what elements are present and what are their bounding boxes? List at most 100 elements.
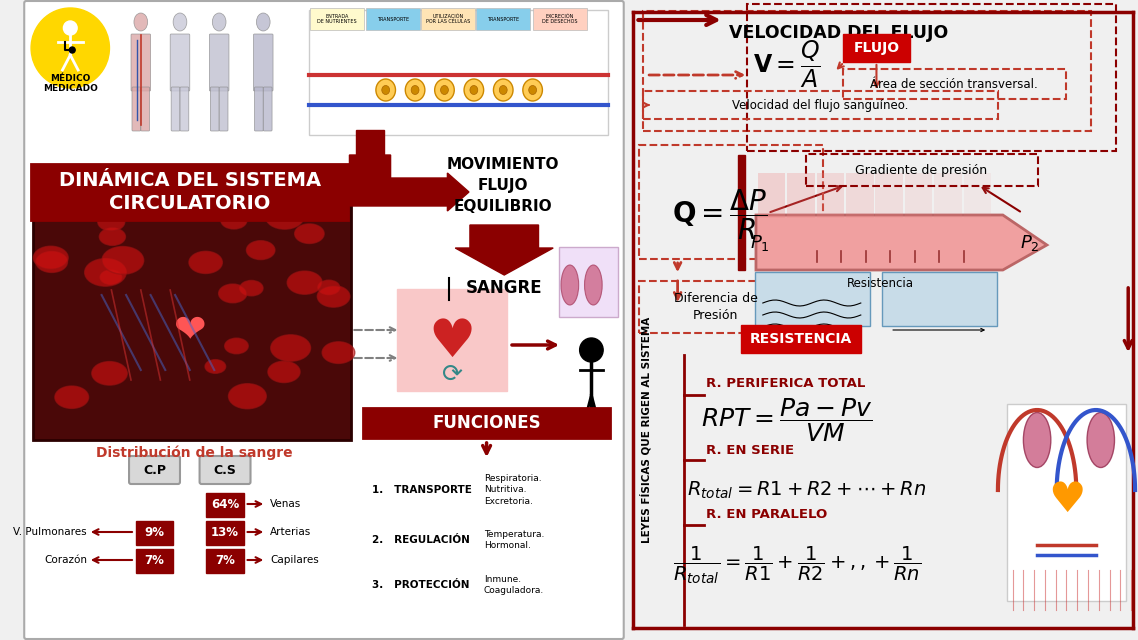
Text: ❤: ❤ [173,311,206,349]
Ellipse shape [134,13,148,31]
Text: Capilares: Capilares [270,555,319,565]
Text: ⟳: ⟳ [442,363,463,387]
FancyArrow shape [349,173,469,211]
Text: Inmune.
Coaguladora.: Inmune. Coaguladora. [484,575,544,595]
FancyBboxPatch shape [171,34,190,91]
FancyBboxPatch shape [255,87,263,131]
Ellipse shape [440,86,448,95]
FancyBboxPatch shape [206,493,244,517]
Text: R. EN SERIE: R. EN SERIE [706,444,794,456]
FancyArrow shape [345,155,396,205]
FancyBboxPatch shape [141,87,149,131]
Ellipse shape [247,241,275,260]
FancyBboxPatch shape [754,272,869,326]
FancyBboxPatch shape [843,34,909,62]
Text: FUNCIONES: FUNCIONES [432,414,541,432]
FancyBboxPatch shape [846,173,874,218]
FancyBboxPatch shape [129,456,180,484]
Text: R. EN PARALELO: R. EN PARALELO [706,509,827,522]
FancyBboxPatch shape [882,272,997,326]
Text: DINÁMICA DEL SISTEMA
CIRCULATORIO: DINÁMICA DEL SISTEMA CIRCULATORIO [59,171,321,213]
FancyBboxPatch shape [310,10,608,135]
Text: 1.   TRANSPORTE: 1. TRANSPORTE [372,485,472,495]
FancyBboxPatch shape [397,289,508,391]
FancyBboxPatch shape [421,8,475,30]
Text: R. PERIFERICA TOTAL: R. PERIFERICA TOTAL [706,376,865,390]
Ellipse shape [265,204,304,229]
FancyBboxPatch shape [905,173,932,218]
Ellipse shape [173,13,187,31]
Ellipse shape [522,79,543,101]
Text: Venas: Venas [270,499,302,509]
Circle shape [579,338,603,362]
Text: Distribución de la sangre: Distribución de la sangre [97,445,292,460]
Ellipse shape [100,270,122,284]
Circle shape [64,21,77,35]
Text: Respiratoria.
Nutritiva.
Excretoria.: Respiratoria. Nutritiva. Excretoria. [484,474,542,506]
FancyBboxPatch shape [132,87,141,131]
FancyBboxPatch shape [33,205,352,440]
Text: TRANSPORTE: TRANSPORTE [487,17,519,22]
Text: $RPT = \dfrac{Pa - Pv}{VM}$: $RPT = \dfrac{Pa - Pv}{VM}$ [701,396,873,444]
Ellipse shape [84,259,126,286]
Text: $\mathbf{Q} = \dfrac{\Delta P}{R}$: $\mathbf{Q} = \dfrac{\Delta P}{R}$ [671,188,767,243]
FancyBboxPatch shape [24,1,624,639]
Text: FLUJO: FLUJO [854,41,899,55]
Ellipse shape [36,252,67,273]
Ellipse shape [405,79,424,101]
FancyBboxPatch shape [758,173,785,218]
Text: MEDICADO: MEDICADO [43,83,98,93]
Text: $\dfrac{1}{R_{total}} = \dfrac{1}{R1} + \dfrac{1}{R2} + ,, + \dfrac{1}{Rn}$: $\dfrac{1}{R_{total}} = \dfrac{1}{R1} + … [673,544,921,586]
Circle shape [31,8,109,88]
Text: Velocidad del flujo sanguíneo.: Velocidad del flujo sanguíneo. [733,99,909,111]
Text: 64%: 64% [211,497,239,511]
Ellipse shape [470,86,478,95]
FancyBboxPatch shape [741,325,860,353]
FancyBboxPatch shape [363,408,610,438]
Ellipse shape [99,228,125,245]
Text: TRANSPORTE: TRANSPORTE [377,17,409,22]
FancyBboxPatch shape [171,87,180,131]
FancyBboxPatch shape [787,173,815,218]
Ellipse shape [561,265,578,305]
Ellipse shape [376,79,396,101]
Polygon shape [455,225,553,275]
Ellipse shape [92,362,127,385]
FancyBboxPatch shape [964,173,991,218]
Text: 3.   PROTECCIÓN: 3. PROTECCIÓN [372,580,470,590]
Ellipse shape [271,335,311,361]
FancyBboxPatch shape [559,247,618,317]
FancyBboxPatch shape [199,456,250,484]
Text: ENTRADA
DE NUTRIENTES: ENTRADA DE NUTRIENTES [318,14,357,24]
Ellipse shape [464,79,484,101]
FancyBboxPatch shape [263,87,272,131]
Ellipse shape [585,265,602,305]
FancyBboxPatch shape [135,521,173,545]
Ellipse shape [318,280,340,294]
Text: MÉDICO: MÉDICO [50,74,90,83]
Text: 2.   REGULACIÓN: 2. REGULACIÓN [372,535,470,545]
FancyBboxPatch shape [206,549,244,573]
Text: SANGRE: SANGRE [465,279,543,297]
FancyBboxPatch shape [817,173,844,218]
Text: EXCRECIÓN
DE DESECHOS: EXCRECIÓN DE DESECHOS [542,14,577,24]
Text: Resistencia: Resistencia [847,276,914,289]
FancyBboxPatch shape [739,155,745,270]
FancyBboxPatch shape [476,8,529,30]
Ellipse shape [1087,413,1114,467]
FancyBboxPatch shape [533,8,586,30]
Ellipse shape [295,224,324,243]
Text: C.S: C.S [214,463,237,477]
Ellipse shape [381,86,389,95]
FancyBboxPatch shape [135,549,173,573]
Text: MOVIMIENTO
FLUJO
EQUILIBRIO: MOVIMIENTO FLUJO EQUILIBRIO [447,157,560,214]
Text: 9%: 9% [145,525,165,538]
Ellipse shape [224,338,248,354]
Ellipse shape [98,213,125,231]
Ellipse shape [256,13,270,31]
FancyBboxPatch shape [206,521,244,545]
Ellipse shape [1023,413,1050,467]
Text: LEYES FÍSICAS QUE RIGEN AL SISTEMA: LEYES FÍSICAS QUE RIGEN AL SISTEMA [640,317,651,543]
FancyBboxPatch shape [366,8,420,30]
Ellipse shape [529,86,536,95]
